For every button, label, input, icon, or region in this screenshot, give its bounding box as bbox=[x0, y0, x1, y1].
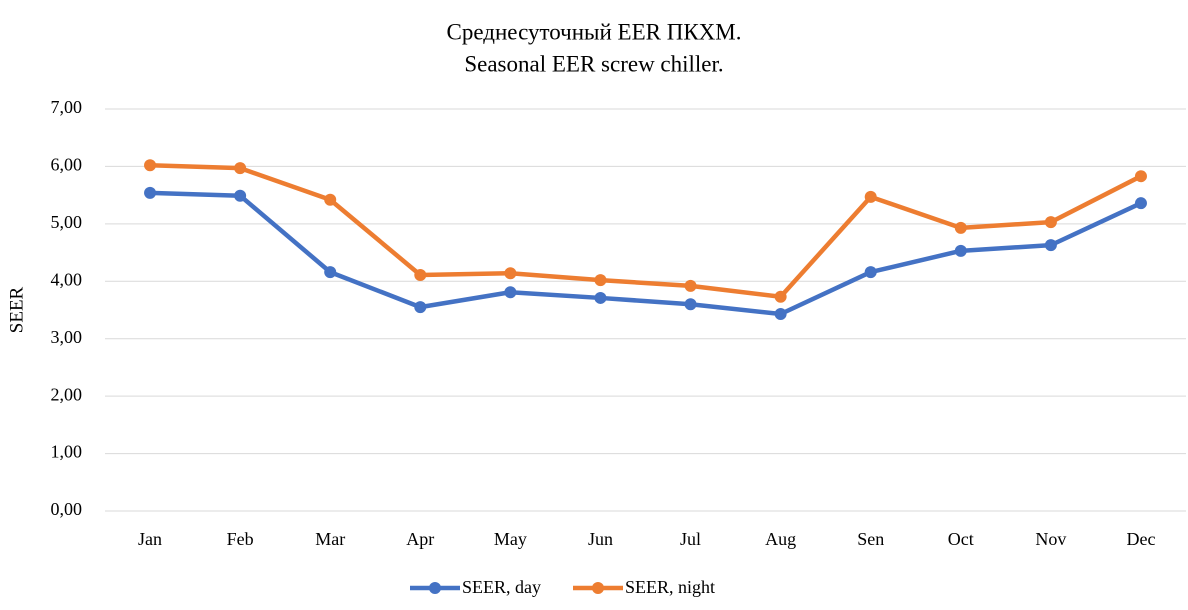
data-point bbox=[954, 221, 967, 234]
series-line bbox=[149, 190, 1142, 317]
data-point bbox=[864, 190, 877, 203]
chart-title: Среднесуточный EER ПКХМ. bbox=[447, 19, 742, 44]
data-point bbox=[414, 268, 427, 281]
data-point bbox=[954, 244, 967, 257]
data-point bbox=[1134, 170, 1147, 183]
data-point bbox=[504, 286, 517, 299]
data-point bbox=[1134, 197, 1147, 210]
y-tick-label: 1,00 bbox=[51, 442, 83, 462]
data-point bbox=[144, 159, 157, 172]
x-tick-label: Oct bbox=[948, 529, 974, 549]
y-tick-label: 6,00 bbox=[51, 155, 83, 175]
y-tick-label: 3,00 bbox=[51, 327, 83, 347]
data-point bbox=[684, 279, 697, 292]
x-tick-label: Feb bbox=[227, 529, 254, 549]
data-point bbox=[864, 266, 877, 279]
x-tick-label: Dec bbox=[1126, 529, 1155, 549]
chart-subtitle: Seasonal EER screw chiller. bbox=[464, 51, 723, 76]
x-tick-label: Nov bbox=[1035, 529, 1066, 549]
y-tick-label: 4,00 bbox=[51, 269, 83, 289]
y-tick-label: 0,00 bbox=[51, 499, 83, 519]
data-point bbox=[324, 193, 337, 206]
x-tick-label: Aug bbox=[765, 529, 796, 549]
data-point bbox=[594, 274, 607, 287]
data-point bbox=[774, 308, 787, 321]
data-point bbox=[1044, 239, 1057, 252]
data-point bbox=[684, 298, 697, 311]
x-tick-label: Jan bbox=[138, 529, 162, 549]
x-tick-label: Sen bbox=[857, 529, 884, 549]
x-tick-label: Apr bbox=[406, 529, 434, 549]
series-line bbox=[149, 163, 1142, 300]
y-axis-label: SEER bbox=[6, 286, 27, 333]
data-point bbox=[1044, 216, 1057, 229]
y-tick-label: 5,00 bbox=[51, 212, 83, 232]
data-point bbox=[324, 266, 337, 279]
x-tick-label: Jul bbox=[680, 529, 701, 549]
legend-label: SEER, day bbox=[462, 577, 541, 597]
y-tick-label: 2,00 bbox=[51, 384, 83, 404]
data-point bbox=[144, 186, 157, 199]
legend-label: SEER, night bbox=[625, 577, 715, 597]
data-point bbox=[234, 162, 247, 175]
y-tick-label: 7,00 bbox=[51, 97, 83, 117]
data-point bbox=[594, 291, 607, 304]
data-point bbox=[234, 189, 247, 202]
x-tick-label: May bbox=[494, 529, 527, 549]
x-tick-label: Jun bbox=[588, 529, 613, 549]
data-point bbox=[504, 267, 517, 280]
legend-marker bbox=[592, 582, 604, 594]
legend-marker bbox=[429, 582, 441, 594]
x-tick-label: Mar bbox=[315, 529, 345, 549]
data-point bbox=[414, 301, 427, 314]
data-point bbox=[774, 290, 787, 303]
